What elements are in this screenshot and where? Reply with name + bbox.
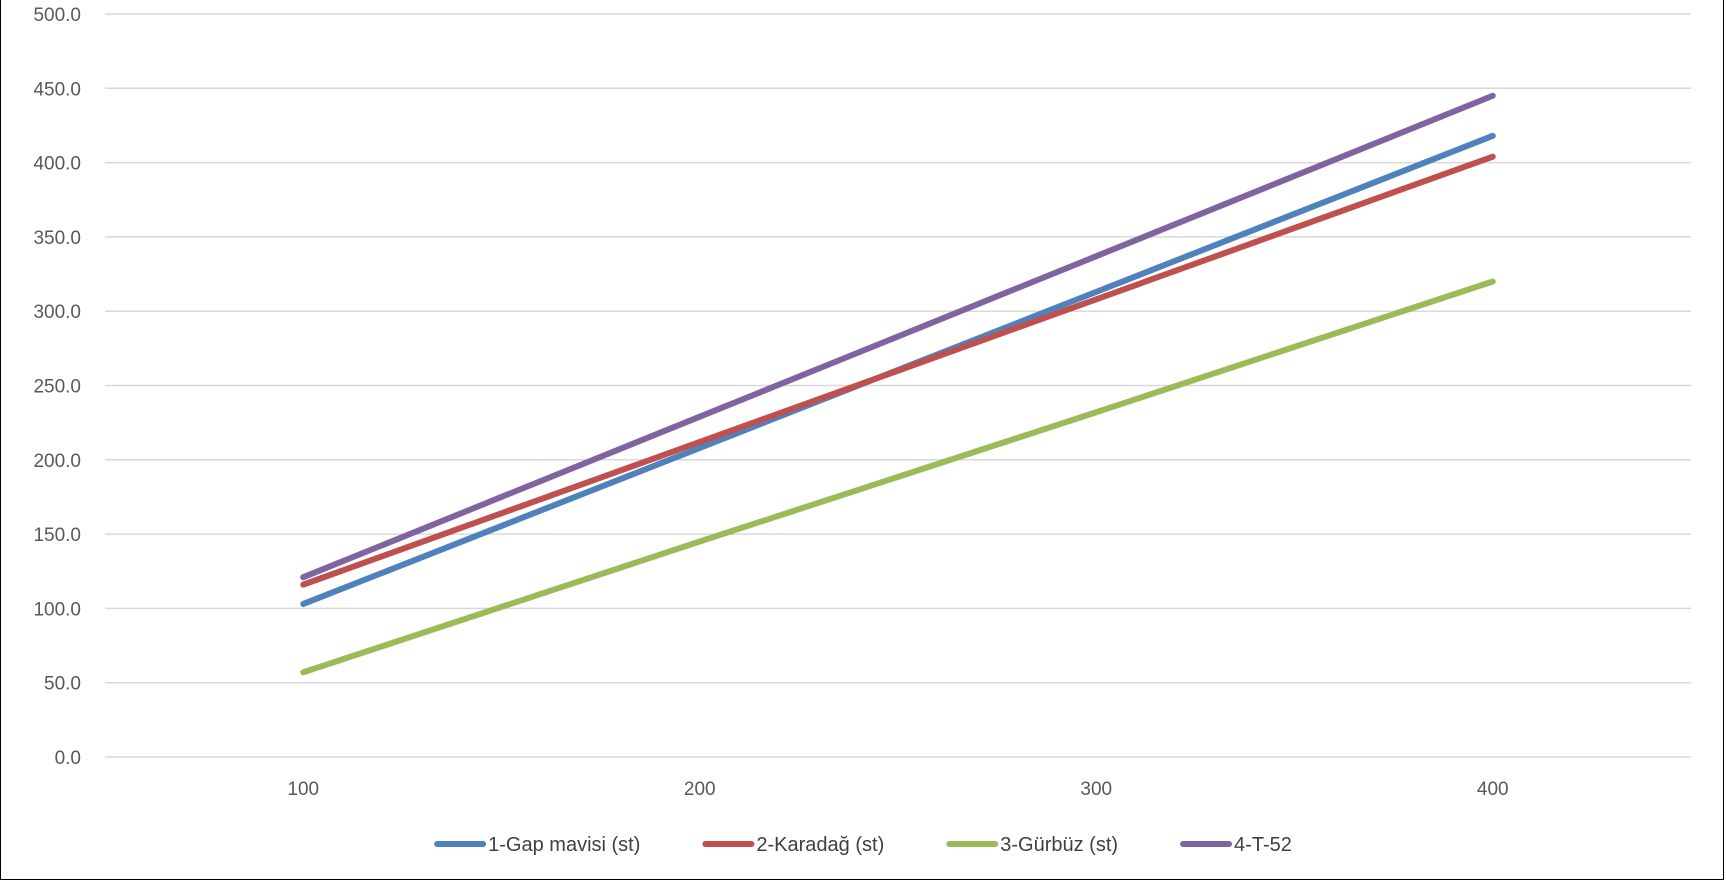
legend-item: 2-Karadağ (st): [702, 834, 884, 856]
y-tick-label: 50.0: [44, 674, 81, 695]
y-tick-label: 400.0: [33, 154, 81, 175]
x-tick-label: 200: [684, 779, 716, 800]
legend-item: 1-Gap mavisi (st): [434, 834, 640, 856]
legend-label: 1-Gap mavisi (st): [488, 834, 640, 856]
legend-label: 2-Karadağ (st): [756, 834, 884, 856]
legend-item: 3-Gürbüz (st): [946, 834, 1118, 856]
series-line-4: [300, 92, 1496, 581]
y-tick-label: 450.0: [33, 79, 81, 100]
legend-item: 4-T-52: [1180, 834, 1292, 856]
x-tick-label: 300: [1080, 779, 1112, 800]
y-tick-label: 300.0: [33, 302, 81, 323]
y-tick-label: 250.0: [33, 377, 81, 398]
y-tick-label: 200.0: [33, 451, 81, 472]
y-tick-label: 150.0: [33, 525, 81, 546]
y-axis-tick-labels: 0.0 50.0 100.0 150.0 200.0 250.0 300.0 350.0 400…: [33, 5, 81, 769]
series-line-2: [300, 153, 1496, 588]
legend-label: 4-T-52: [1234, 834, 1292, 856]
y-tick-label: 500.0: [33, 5, 81, 26]
series-line-3: [300, 278, 1496, 676]
x-tick-label: 400: [1477, 779, 1509, 800]
legend: 1-Gap mavisi (st) 2-Karadağ (st) 3-Gürbüz …: [434, 834, 1292, 856]
x-tick-label: 100: [287, 779, 319, 800]
data-series: [300, 92, 1496, 676]
y-tick-label: 100.0: [33, 599, 81, 620]
y-tick-label: 0.0: [55, 748, 81, 769]
gridlines: [105, 13, 1691, 758]
x-axis-tick-labels: 100 200 300 400: [287, 779, 1508, 800]
legend-label: 3-Gürbüz (st): [1000, 834, 1118, 856]
y-tick-label: 350.0: [33, 228, 81, 249]
